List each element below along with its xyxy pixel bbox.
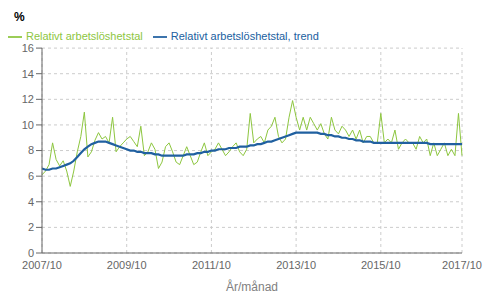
svg-text:2017/10: 2017/10 [442, 259, 482, 271]
svg-text:2015/10: 2015/10 [361, 259, 401, 271]
svg-text:År/månad: År/månad [226, 279, 278, 294]
svg-text:2013/10: 2013/10 [276, 259, 316, 271]
svg-text:4: 4 [28, 196, 34, 208]
svg-text:6: 6 [28, 170, 34, 182]
svg-text:2011/10: 2011/10 [192, 259, 231, 271]
svg-text:2: 2 [28, 221, 34, 233]
svg-text:16: 16 [22, 42, 34, 54]
svg-text:0: 0 [28, 247, 34, 259]
svg-text:2007/10: 2007/10 [22, 259, 62, 271]
svg-text:12: 12 [22, 93, 34, 105]
html-text:Relativt arbetslöshetstal: Relativt arbetslöshetstal [26, 30, 143, 42]
svg-text:10: 10 [22, 119, 34, 131]
svg-text:2009/10: 2009/10 [107, 259, 147, 271]
html-text:Relativt arbetslöshetstal, tre: Relativt arbetslöshetstal, trend [170, 30, 319, 42]
svg-text:14: 14 [22, 68, 34, 80]
svg-text:8: 8 [28, 144, 34, 156]
